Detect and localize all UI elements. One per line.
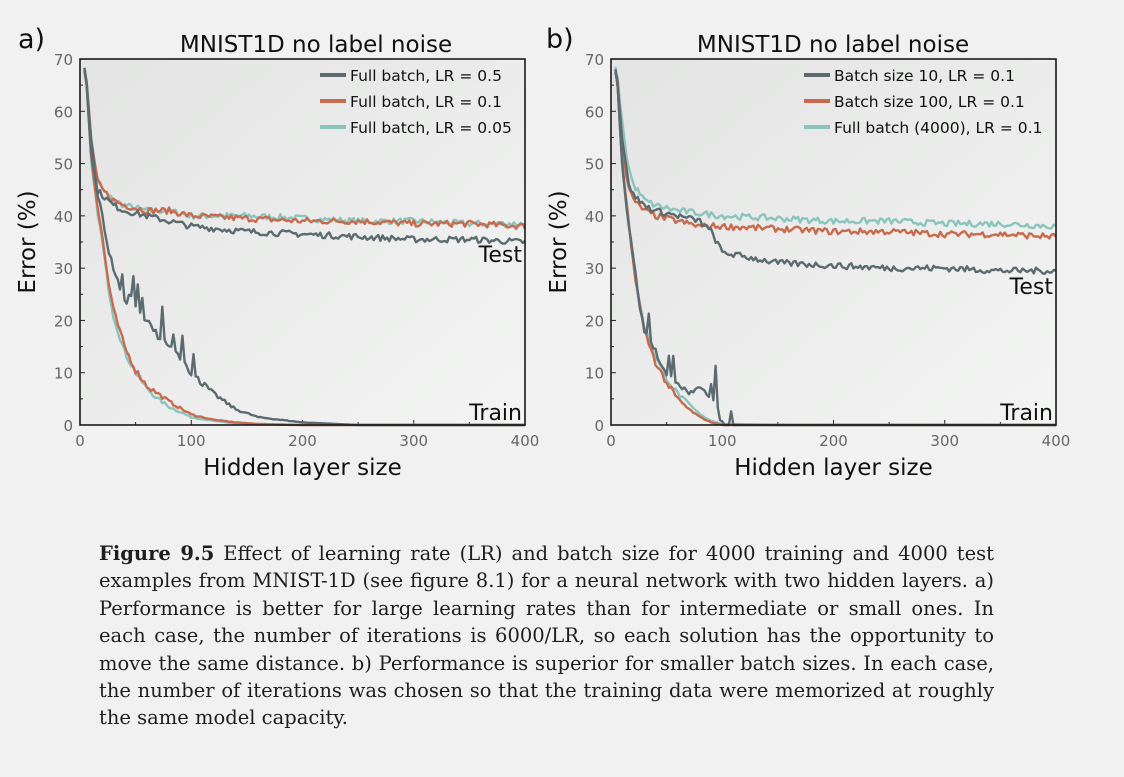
plot-area	[80, 59, 525, 425]
y-tick-label: 0	[63, 417, 73, 435]
panel-label: b)	[546, 24, 574, 55]
y-tick-label: 70	[54, 51, 73, 69]
y-tick-label: 40	[54, 208, 73, 226]
y-tick-label: 0	[594, 417, 604, 435]
x-tick-label: 200	[288, 432, 317, 450]
chart-panel-b: b) MNIST1D no label noise 0 10 20 30 40 50 60 70 0…	[546, 24, 1070, 481]
series-line-test-3	[614, 71, 1057, 230]
legend-label: Full batch (4000), LR = 0.1	[834, 119, 1042, 137]
legend-label: Batch size 10, LR = 0.1	[834, 67, 1015, 85]
figure-caption: Figure 9.5 Effect of learning rate (LR) …	[99, 540, 994, 732]
x-tick-label: 300	[399, 432, 428, 450]
series-line-test-1	[614, 71, 1057, 275]
y-tick-label: 10	[585, 365, 604, 383]
caption-label: Figure 9.5	[99, 542, 215, 565]
charts-svg: a) MNIST1D no label noise 0 10 20 30 40 50 60 70 0…	[15, 24, 1070, 481]
y-tick-label: 30	[585, 260, 604, 278]
legend-label: Batch size 100, LR = 0.1	[834, 93, 1025, 111]
series-line-test-2	[614, 69, 1057, 240]
plot-frame	[79, 58, 526, 426]
y-tick-label: 30	[54, 260, 73, 278]
annotation-train: Train	[468, 401, 522, 426]
x-tick-label: 200	[819, 432, 848, 450]
y-tick-label: 10	[54, 365, 73, 383]
y-tick-label: 40	[585, 208, 604, 226]
x-tick-label: 100	[177, 432, 206, 450]
chart-title: MNIST1D no label noise	[180, 32, 452, 58]
plot-frame	[610, 58, 1057, 426]
y-tick-label: 60	[585, 103, 604, 121]
legend-label: Full batch, LR = 0.5	[350, 67, 502, 85]
x-axis-label: Hidden layer size	[734, 455, 933, 481]
panel-label: a)	[18, 24, 45, 55]
x-tick-label: 100	[708, 432, 737, 450]
figure: a) MNIST1D no label noise 0 10 20 30 40 50 60 70 0…	[15, 24, 1070, 481]
annotation-train: Train	[999, 401, 1053, 426]
y-axis-label: Error (%)	[546, 190, 572, 293]
x-axis-label: Hidden layer size	[203, 455, 402, 481]
legend-label: Full batch, LR = 0.05	[350, 119, 512, 137]
annotation-test: Test	[1009, 275, 1054, 300]
y-tick-label: 70	[585, 51, 604, 69]
x-tick-label: 0	[606, 432, 616, 450]
annotation-test: Test	[478, 243, 523, 268]
chart-title: MNIST1D no label noise	[697, 32, 969, 58]
x-tick-label: 0	[75, 432, 85, 450]
x-tick-label: 400	[511, 432, 540, 450]
y-tick-label: 20	[54, 312, 73, 330]
caption-text: Effect of learning rate (LR) and batch s…	[99, 542, 994, 730]
y-axis-label: Error (%)	[15, 190, 41, 293]
y-tick-label: 20	[585, 312, 604, 330]
legend-label: Full batch, LR = 0.1	[350, 93, 502, 111]
y-tick-label: 60	[54, 103, 73, 121]
x-tick-label: 400	[1042, 432, 1071, 450]
chart-panel-a: a) MNIST1D no label noise 0 10 20 30 40 50 60 70 0…	[15, 24, 539, 481]
y-tick-label: 50	[54, 156, 73, 174]
plot-area	[611, 59, 1056, 425]
y-tick-label: 50	[585, 156, 604, 174]
series-line-test-1	[83, 69, 526, 245]
x-tick-label: 300	[930, 432, 959, 450]
series-line-test-2	[83, 67, 527, 230]
